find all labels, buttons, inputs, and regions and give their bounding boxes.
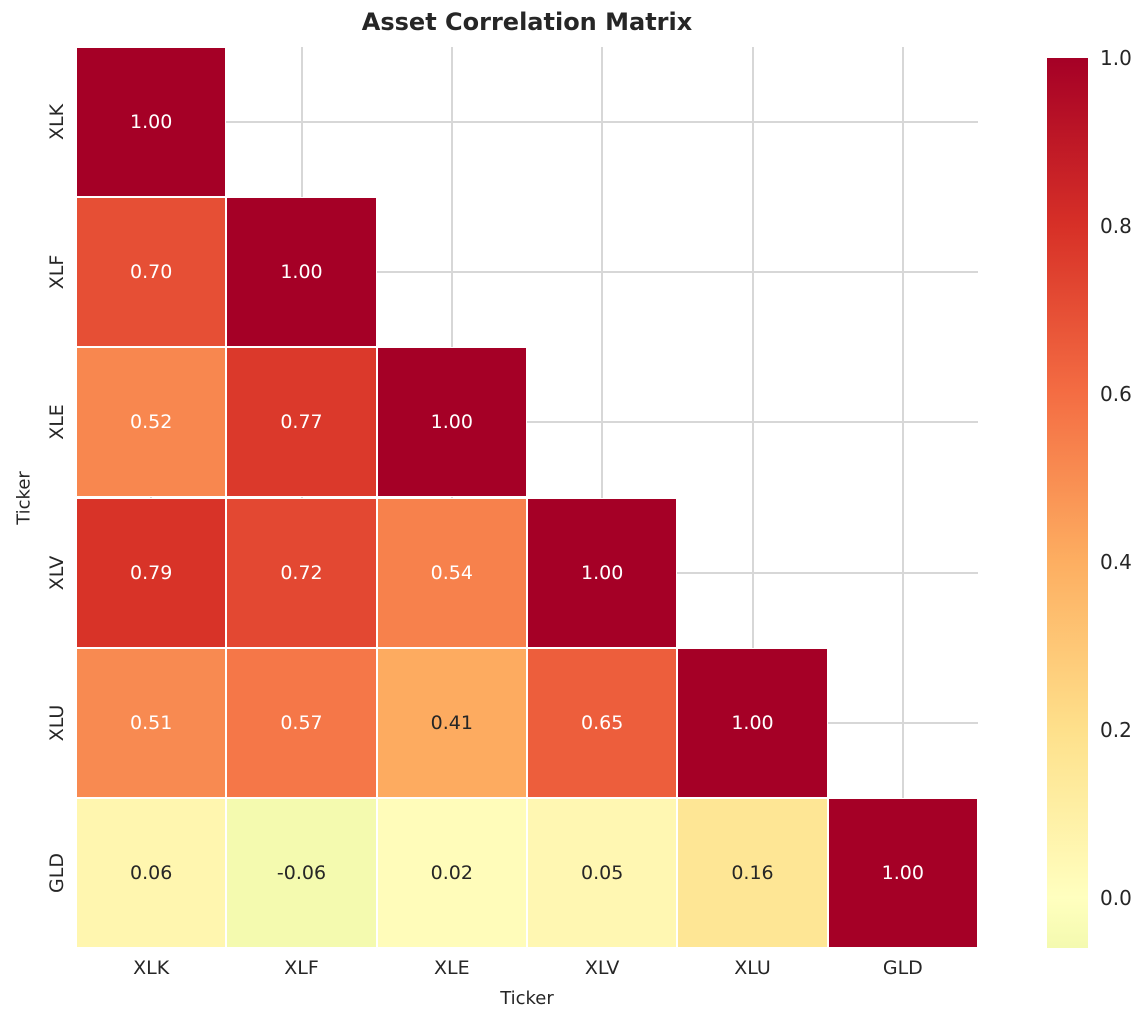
cell-value: 1.00 — [581, 561, 624, 584]
gridline-horizontal — [76, 121, 978, 124]
cell-value: 0.77 — [280, 411, 323, 434]
heatmap-cell-xle-xle: 1.00 — [376, 347, 527, 498]
y-tick-label-gld: GLD — [46, 852, 68, 893]
cell-value: 1.00 — [430, 411, 473, 434]
cell-value: 0.54 — [430, 561, 473, 584]
heatmap-cell-xlu-xlf: 0.57 — [226, 647, 377, 798]
heatmap-cell-xlv-xlk: 0.79 — [76, 497, 227, 648]
colorbar-tick-0.8: 0.8 — [1100, 213, 1132, 238]
cell-value: 0.05 — [581, 861, 624, 884]
heatmap-cell-gld-xle: 0.02 — [376, 797, 527, 948]
heatmap-cell-xlv-xlv: 1.00 — [527, 497, 678, 648]
heatmap-cell-gld-xlu: 0.16 — [677, 797, 828, 948]
x-tick-label-xlv: XLV — [584, 957, 620, 979]
chart-title: Asset Correlation Matrix — [361, 8, 693, 36]
heatmap-cell-xlu-xlu: 1.00 — [677, 647, 828, 798]
colorbar-tick-0.0: 0.0 — [1100, 885, 1132, 910]
gridline-horizontal — [76, 421, 978, 424]
cell-value: 0.06 — [130, 861, 173, 884]
gridline-vertical — [751, 47, 754, 948]
heatmap-cell-gld-gld: 1.00 — [827, 797, 978, 948]
y-axis-label: Ticker — [13, 470, 35, 525]
heatmap-cell-xlv-xlf: 0.72 — [226, 497, 377, 648]
cell-value: -0.06 — [276, 861, 327, 884]
colorbar — [1047, 58, 1088, 948]
y-tick-label-xlf: XLF — [46, 254, 68, 290]
cell-value: 0.70 — [130, 261, 173, 284]
x-tick-label-xlk: XLK — [133, 957, 170, 979]
heatmap-cell-gld-xlf: -0.06 — [226, 797, 377, 948]
cell-value: 0.57 — [280, 711, 323, 734]
y-tick-label-xle: XLE — [46, 404, 68, 441]
heatmap-cell-xlu-xlk: 0.51 — [76, 647, 227, 798]
heatmap-cell-gld-xlv: 0.05 — [527, 797, 678, 948]
heatmap-cell-xlk-xlk: 1.00 — [76, 47, 227, 198]
cell-value: 0.41 — [430, 711, 473, 734]
x-tick-label-gld: GLD — [882, 957, 923, 979]
cell-value: 0.65 — [581, 711, 624, 734]
x-tick-label-xle: XLE — [434, 957, 470, 979]
heatmap-cell-xle-xlf: 0.77 — [226, 347, 377, 498]
gridline-vertical — [901, 47, 904, 948]
y-tick-label-xlk: XLK — [46, 104, 68, 141]
y-tick-label-xlu: XLU — [46, 704, 68, 742]
cell-value: 0.72 — [280, 561, 323, 584]
gridline-horizontal — [76, 271, 978, 274]
heatmap-cell-xlf-xlf: 1.00 — [226, 197, 377, 348]
x-axis-label: Ticker — [500, 988, 554, 1009]
heatmap-cell-xlu-xlv: 0.65 — [527, 647, 678, 798]
cell-value: 0.02 — [430, 861, 473, 884]
cell-value: 1.00 — [280, 261, 323, 284]
cell-value: 0.52 — [130, 411, 173, 434]
cell-value: 1.00 — [731, 711, 774, 734]
y-tick-label-xlv: XLV — [46, 555, 68, 590]
cell-value: 1.00 — [881, 861, 924, 884]
colorbar-tick-0.4: 0.4 — [1100, 549, 1132, 574]
heatmap-cell-xlu-xle: 0.41 — [376, 647, 527, 798]
colorbar-tick-0.2: 0.2 — [1100, 717, 1132, 742]
heatmap-cell-xle-xlk: 0.52 — [76, 347, 227, 498]
cell-value: 1.00 — [130, 111, 173, 134]
x-tick-label-xlu: XLU — [734, 957, 771, 979]
cell-value: 0.79 — [130, 561, 173, 584]
heatmap-cell-xlv-xle: 0.54 — [376, 497, 527, 648]
heatmap-cell-xlf-xlk: 0.70 — [76, 197, 227, 348]
colorbar-tick-0.6: 0.6 — [1100, 381, 1132, 406]
colorbar-tick-1.0: 1.0 — [1100, 46, 1132, 70]
x-tick-label-xlf: XLF — [284, 957, 319, 979]
heatmap-cell-gld-xlk: 0.06 — [76, 797, 227, 948]
cell-value: 0.16 — [731, 861, 774, 884]
cell-value: 0.51 — [130, 711, 173, 734]
